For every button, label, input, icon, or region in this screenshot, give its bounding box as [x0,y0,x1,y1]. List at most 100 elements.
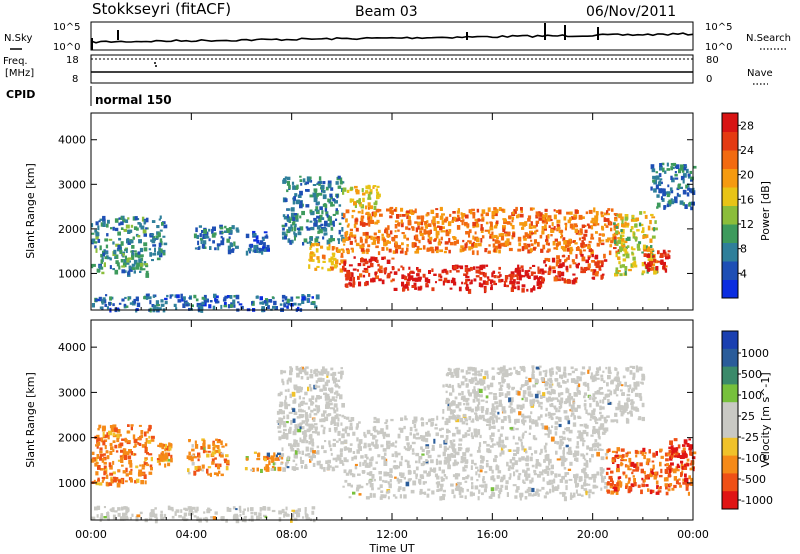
heatmap-cell [592,484,597,489]
heatmap-cell [151,220,156,223]
heatmap-cell [567,395,571,398]
heatmap-cell [620,463,624,466]
heatmap-cell [174,511,177,516]
heatmap-cell [544,264,547,267]
heatmap-cell [383,461,388,466]
heatmap-cell [582,242,585,245]
heatmap-cell [411,441,416,445]
heatmap-cell [235,508,238,511]
heatmap-cell [485,400,488,404]
heatmap-cell [283,303,287,308]
heatmap-cell [606,489,610,494]
heatmap-cell [136,514,141,518]
heatmap-cell [130,424,134,427]
heatmap-cell [311,296,314,299]
heatmap-cell [632,234,636,239]
heatmap-cell [597,448,602,451]
heatmap-cell [401,281,405,287]
heatmap-cell [326,466,331,471]
heatmap-cell [409,470,412,474]
heatmap-cell [167,505,171,511]
heatmap-cell [131,245,135,249]
heatmap-cell [563,216,567,221]
heatmap-cell [488,465,493,471]
heatmap-cell [549,374,553,377]
heatmap-cell [478,489,481,494]
heatmap-cell [533,473,537,476]
heatmap-cell [596,223,600,226]
heatmap-cell [528,223,532,227]
heatmap-cell [104,445,107,450]
heatmap-cell [233,304,236,308]
heatmap-cell [359,236,363,239]
heatmap-cell [580,371,583,376]
heatmap-cell [425,459,428,462]
heatmap-cell [606,467,611,470]
heatmap-cell [158,218,161,221]
heatmap-cell [338,438,341,442]
heatmap-cell [273,300,277,306]
heatmap-cell [512,211,515,215]
heatmap-cell [539,452,542,455]
heatmap-cell [316,182,320,186]
heatmap-cell [558,444,562,450]
heatmap-cell [481,216,485,221]
heatmap-cell [481,235,485,239]
heatmap-cell [464,432,468,436]
heatmap-cell [333,403,338,408]
heatmap-cell [598,417,602,421]
heatmap-cell [464,435,468,438]
heatmap-cell [688,482,692,486]
heatmap-cell [553,405,557,408]
heatmap-cell [684,453,688,458]
heatmap-cell [431,249,435,254]
heatmap-cell [633,232,636,236]
heatmap-cell [220,516,223,521]
heatmap-cell [227,249,232,255]
heatmap-cell [533,469,537,473]
heatmap-cell [587,369,590,374]
heatmap-cell [670,198,673,201]
heatmap-cell [346,447,350,451]
heatmap-cell [332,204,335,207]
heatmap-cell [164,300,168,305]
heatmap-cell [277,426,281,429]
heatmap-cell [324,381,329,387]
heatmap-cell [531,371,534,376]
heatmap-cell [333,427,338,431]
heatmap-cell [458,217,461,221]
heatmap-cell [558,409,561,413]
heatmap-cell [443,449,447,452]
heatmap-cell [342,190,345,195]
heatmap-cell [522,222,526,227]
heatmap-cell [440,486,443,491]
heatmap-cell [590,233,594,238]
heatmap-cell [353,201,357,206]
heatmap-cell [322,366,325,372]
heatmap-cell [211,458,215,463]
heatmap-cell [317,385,321,388]
heatmap-cell [293,453,298,459]
heatmap-cell [463,403,466,406]
heatmap-cell [287,455,290,461]
heatmap-cell [673,476,678,481]
heatmap-cell [412,285,416,288]
heatmap-cell [354,465,358,470]
heatmap-cell [330,226,334,231]
heatmap-cell [211,461,215,465]
heatmap-cell [603,259,608,262]
heatmap-cell [550,464,554,470]
heatmap-cell [509,401,513,406]
heatmap-cell [667,453,670,456]
heatmap-cell [616,482,620,488]
heatmap-cell [445,476,448,480]
heatmap-cell [680,472,683,478]
heatmap-cell [665,265,668,268]
heatmap-cell [631,248,636,251]
heatmap-cell [498,436,502,441]
heatmap-cell [462,452,467,457]
heatmap-cell [493,395,497,400]
heatmap-cell [187,471,191,475]
heatmap-cell [474,370,477,376]
heatmap-cell [502,228,506,233]
